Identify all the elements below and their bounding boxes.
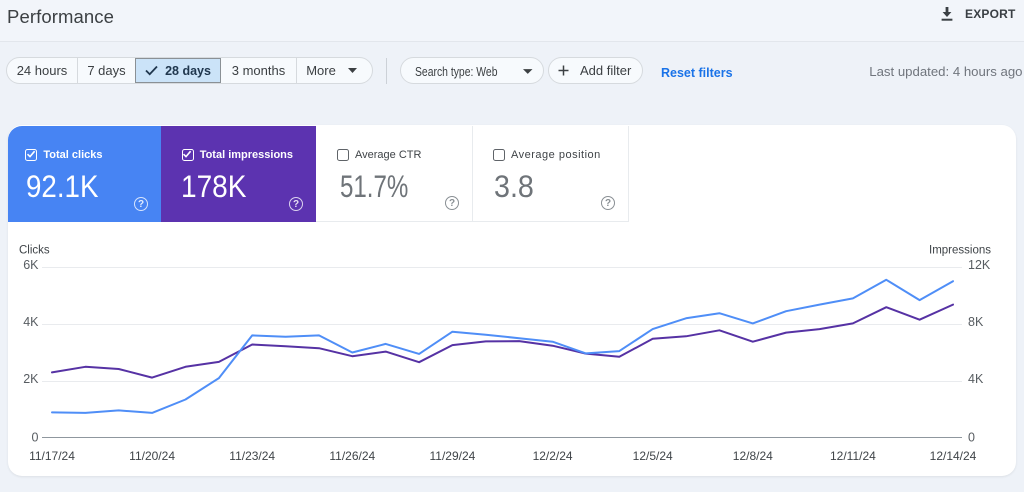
svg-text:12/8/24: 12/8/24	[733, 449, 773, 463]
svg-text:0: 0	[32, 431, 39, 445]
svg-text:0: 0	[968, 431, 975, 445]
svg-text:12/5/24: 12/5/24	[633, 449, 673, 463]
svg-text:11/23/24: 11/23/24	[229, 449, 275, 463]
svg-text:4K: 4K	[968, 372, 984, 386]
svg-text:12/11/24: 12/11/24	[830, 449, 876, 463]
svg-text:12/14/24: 12/14/24	[930, 449, 977, 463]
svg-text:11/26/24: 11/26/24	[329, 449, 375, 463]
svg-text:12K: 12K	[968, 258, 991, 272]
svg-text:Clicks: Clicks	[19, 245, 50, 257]
svg-text:2K: 2K	[23, 372, 39, 386]
svg-text:6K: 6K	[23, 258, 39, 272]
svg-text:11/17/24: 11/17/24	[29, 449, 75, 463]
svg-text:4K: 4K	[23, 315, 39, 329]
svg-text:8K: 8K	[968, 315, 984, 329]
svg-text:11/29/24: 11/29/24	[429, 449, 475, 463]
svg-text:11/20/24: 11/20/24	[129, 449, 175, 463]
svg-text:Impressions: Impressions	[929, 245, 991, 257]
svg-text:12/2/24: 12/2/24	[533, 449, 573, 463]
